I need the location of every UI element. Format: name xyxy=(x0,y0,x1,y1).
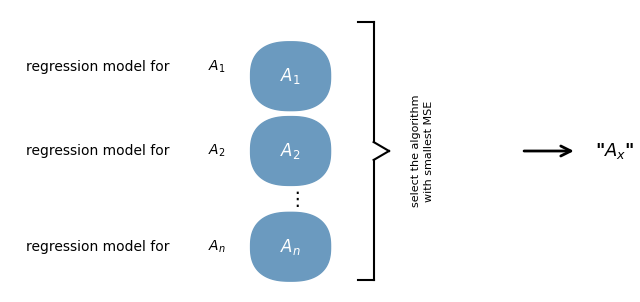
Polygon shape xyxy=(251,117,330,185)
Text: "$\mathbf{\mathit{A_x}}$": "$\mathbf{\mathit{A_x}}$" xyxy=(595,141,634,161)
Text: $A_2$: $A_2$ xyxy=(280,141,301,161)
Text: regression model for: regression model for xyxy=(26,144,174,158)
Text: $A_1$: $A_1$ xyxy=(280,66,301,86)
Text: $A_n$: $A_n$ xyxy=(280,237,301,257)
Polygon shape xyxy=(251,212,330,281)
Polygon shape xyxy=(251,42,330,111)
Text: $A_2$: $A_2$ xyxy=(207,143,225,159)
Text: $\vdots$: $\vdots$ xyxy=(287,189,300,209)
Text: $A_1$: $A_1$ xyxy=(207,59,225,76)
Text: $A_n$: $A_n$ xyxy=(207,239,225,255)
Text: select the algorithm
with smallest MSE: select the algorithm with smallest MSE xyxy=(412,95,435,207)
Text: regression model for: regression model for xyxy=(26,60,174,74)
Text: regression model for: regression model for xyxy=(26,240,174,254)
